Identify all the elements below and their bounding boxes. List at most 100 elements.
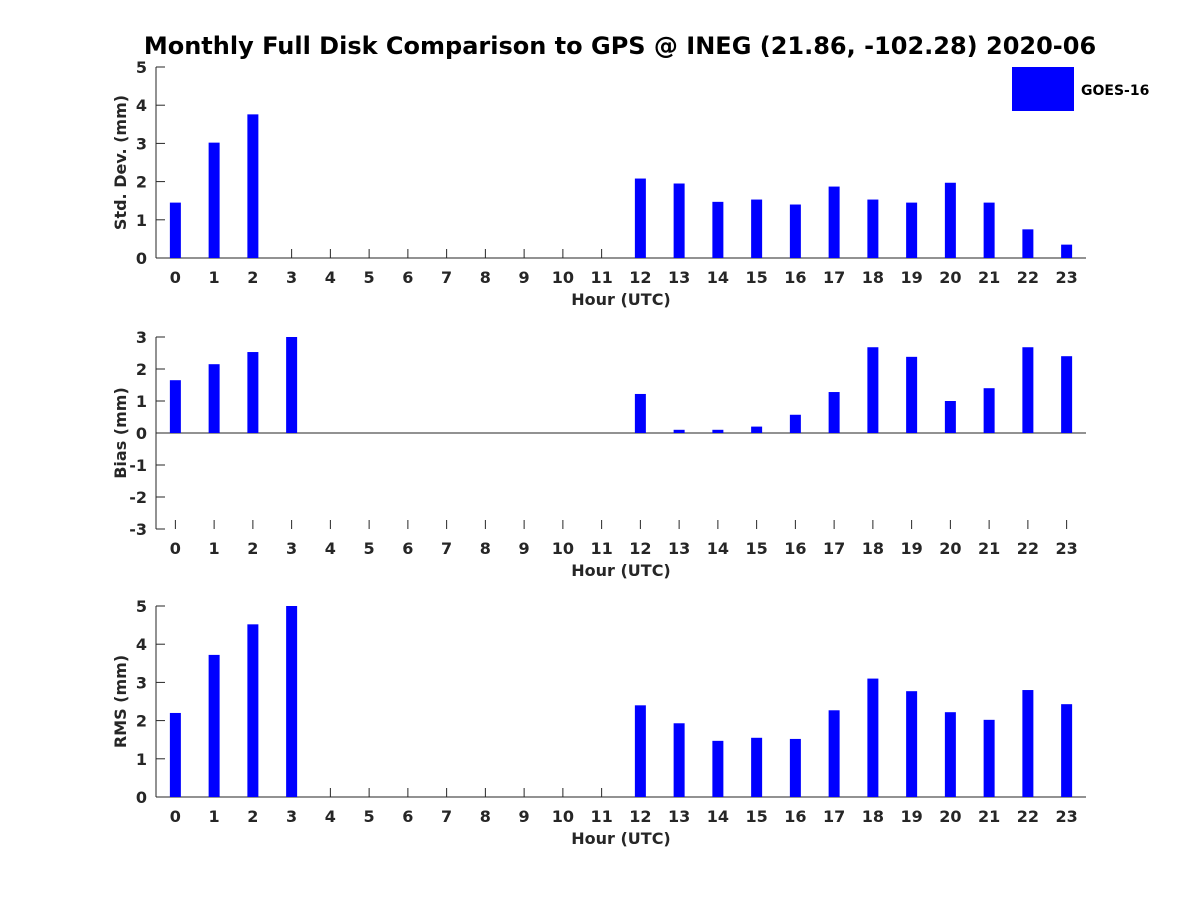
bias-xtick-label: 3 bbox=[286, 539, 297, 558]
std-bar-1 bbox=[208, 142, 220, 258]
std-xtick-label: 22 bbox=[1017, 268, 1039, 287]
legend-label: GOES-16 bbox=[1081, 83, 1149, 99]
bias-ytick-label: 0 bbox=[136, 424, 147, 443]
std-xtick-label: 2 bbox=[247, 268, 258, 287]
bias-xtick-label: 23 bbox=[1055, 539, 1077, 558]
bias-xtick-label: 4 bbox=[325, 539, 336, 558]
bias-bar-17 bbox=[828, 392, 840, 433]
bias-xtick-label: 15 bbox=[745, 539, 767, 558]
legend: GOES-16 bbox=[1012, 67, 1149, 111]
std-xtick-label: 0 bbox=[170, 268, 181, 287]
std-xtick-label: 16 bbox=[784, 268, 806, 287]
rms-xlabel: Hour (UTC) bbox=[571, 829, 671, 848]
std-bar-16 bbox=[789, 204, 801, 258]
std-xtick-label: 18 bbox=[862, 268, 884, 287]
rms-xtick-label: 15 bbox=[745, 807, 767, 826]
bias-xlabel: Hour (UTC) bbox=[571, 561, 671, 580]
std-xtick-label: 21 bbox=[978, 268, 1000, 287]
std-bar-2 bbox=[247, 114, 259, 258]
std-bar-14 bbox=[712, 201, 724, 258]
rms-xtick-label: 21 bbox=[978, 807, 1000, 826]
std-bar-23 bbox=[1061, 244, 1073, 258]
bias-xtick-label: 14 bbox=[707, 539, 729, 558]
std-xtick-label: 1 bbox=[209, 268, 220, 287]
rms-xtick-label: 5 bbox=[364, 807, 375, 826]
rms-bar-20 bbox=[944, 712, 956, 797]
std-xtick-label: 3 bbox=[286, 268, 297, 287]
bias-xtick-label: 18 bbox=[862, 539, 884, 558]
std-xtick-label: 12 bbox=[629, 268, 651, 287]
bias-ytick-label: -2 bbox=[129, 488, 147, 507]
bias-xtick-label: 2 bbox=[247, 539, 258, 558]
rms-ytick-label: 5 bbox=[136, 597, 147, 616]
bias-xtick-label: 1 bbox=[209, 539, 220, 558]
bias-xtick-label: 0 bbox=[170, 539, 181, 558]
bias-bar-20 bbox=[944, 401, 956, 433]
std-ytick-label: 2 bbox=[136, 173, 147, 192]
rms-xtick-label: 7 bbox=[441, 807, 452, 826]
rms-bar-1 bbox=[208, 654, 220, 797]
std-xtick-label: 14 bbox=[707, 268, 729, 287]
bias-xtick-label: 17 bbox=[823, 539, 845, 558]
rms-xtick-label: 17 bbox=[823, 807, 845, 826]
rms-xtick-label: 13 bbox=[668, 807, 690, 826]
std-xtick-label: 23 bbox=[1055, 268, 1077, 287]
rms-xtick-label: 14 bbox=[707, 807, 729, 826]
std-bar-17 bbox=[828, 186, 840, 258]
legend-swatch bbox=[1012, 67, 1074, 111]
bias-xtick-label: 6 bbox=[402, 539, 413, 558]
rms-ytick-label: 2 bbox=[136, 712, 147, 731]
bias-xtick-label: 13 bbox=[668, 539, 690, 558]
std-xtick-label: 5 bbox=[364, 268, 375, 287]
bias-bar-16 bbox=[789, 414, 801, 433]
rms-xtick-label: 6 bbox=[402, 807, 413, 826]
rms-xtick-label: 9 bbox=[519, 807, 530, 826]
std-xtick-label: 10 bbox=[552, 268, 574, 287]
bias-ytick-label: -3 bbox=[129, 520, 147, 539]
rms-xtick-label: 3 bbox=[286, 807, 297, 826]
std-xtick-label: 19 bbox=[900, 268, 922, 287]
bias-ylabel: Bias (mm) bbox=[111, 387, 130, 479]
rms-bar-21 bbox=[983, 719, 995, 797]
std-ytick-label: 0 bbox=[136, 249, 147, 268]
bias-bar-19 bbox=[906, 356, 918, 433]
bias-ytick-label: 1 bbox=[136, 392, 147, 411]
std-bar-20 bbox=[944, 182, 956, 258]
rms-bar-23 bbox=[1061, 704, 1073, 797]
bias-xtick-label: 12 bbox=[629, 539, 651, 558]
std-xtick-label: 17 bbox=[823, 268, 845, 287]
std-xtick-label: 4 bbox=[325, 268, 336, 287]
bias-bar-13 bbox=[673, 429, 685, 433]
rms-xtick-label: 4 bbox=[325, 807, 336, 826]
rms-xtick-label: 0 bbox=[170, 807, 181, 826]
bias-xtick-label: 9 bbox=[519, 539, 530, 558]
bias-bar-23 bbox=[1061, 356, 1073, 433]
bias-xtick-label: 22 bbox=[1017, 539, 1039, 558]
std-bar-13 bbox=[673, 183, 685, 258]
std-xtick-label: 7 bbox=[441, 268, 452, 287]
rms-ytick-label: 4 bbox=[136, 635, 147, 654]
rms-bar-22 bbox=[1022, 690, 1034, 797]
bias-xtick-label: 16 bbox=[784, 539, 806, 558]
rms-xtick-label: 11 bbox=[590, 807, 612, 826]
std-xlabel: Hour (UTC) bbox=[571, 290, 671, 309]
rms-xtick-label: 22 bbox=[1017, 807, 1039, 826]
bias-ytick-label: -1 bbox=[129, 456, 147, 475]
std-xtick-label: 20 bbox=[939, 268, 961, 287]
std-bar-18 bbox=[867, 199, 879, 258]
bias-xtick-label: 20 bbox=[939, 539, 961, 558]
rms-xtick-label: 18 bbox=[862, 807, 884, 826]
rms-bar-18 bbox=[867, 678, 879, 797]
rms-bar-13 bbox=[673, 723, 685, 797]
rms-xtick-label: 12 bbox=[629, 807, 651, 826]
bias-bar-22 bbox=[1022, 347, 1034, 433]
std-xtick-label: 15 bbox=[745, 268, 767, 287]
rms-bar-19 bbox=[906, 691, 918, 797]
bias-xtick-label: 19 bbox=[900, 539, 922, 558]
bias-bar-3 bbox=[286, 337, 298, 433]
bias-xtick-label: 8 bbox=[480, 539, 491, 558]
rms-xtick-label: 23 bbox=[1055, 807, 1077, 826]
